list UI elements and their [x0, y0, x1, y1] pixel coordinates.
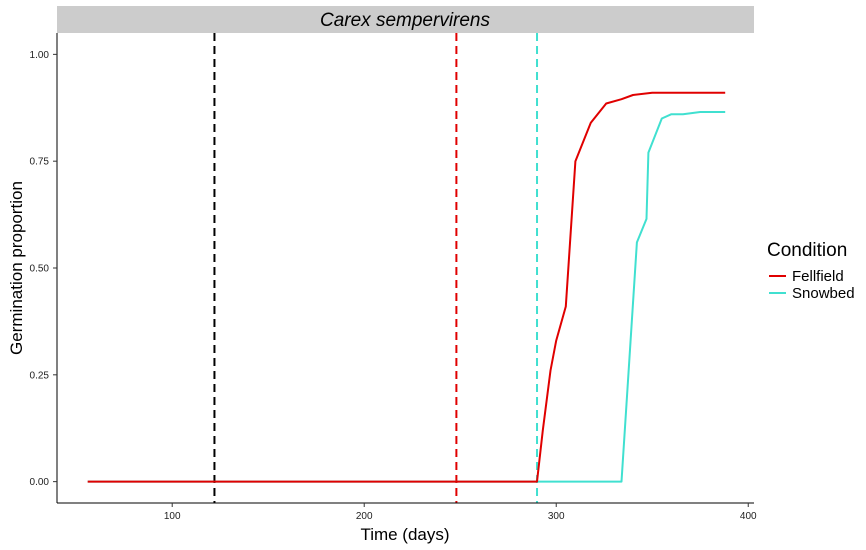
x-tick-label: 300	[548, 511, 565, 522]
legend-label-fellfield: Fellfield	[792, 268, 844, 285]
y-tick-label: 0.25	[30, 370, 50, 381]
legend-label-snowbed: Snowbed	[792, 285, 855, 302]
y-tick-label: 0.75	[30, 157, 50, 168]
series-line-fellfield	[87, 91, 726, 483]
facet-strip-title: Carex sempervirens	[320, 10, 490, 31]
series-line-snowbed	[87, 111, 726, 483]
x-axis-title: Time (days)	[360, 525, 449, 544]
x-tick-label: 200	[356, 511, 373, 522]
x-tick-label: 100	[164, 511, 181, 522]
y-axis-title: Germination proportion	[7, 181, 26, 355]
legend-title: Condition	[767, 240, 847, 261]
facet-strip	[57, 6, 754, 33]
y-tick-label: 0.00	[30, 477, 50, 488]
legend: Condition Fellfield Snowbed	[767, 240, 855, 302]
plot-panel	[87, 33, 726, 503]
y-tick-label: 0.50	[30, 264, 50, 275]
x-axis-ticks: 100 200 300 400	[164, 503, 757, 522]
x-tick-label: 400	[740, 511, 757, 522]
y-tick-label: 1.00	[30, 50, 50, 61]
y-axis-ticks: 0.00 0.25 0.50 0.75 1.00	[30, 50, 57, 488]
